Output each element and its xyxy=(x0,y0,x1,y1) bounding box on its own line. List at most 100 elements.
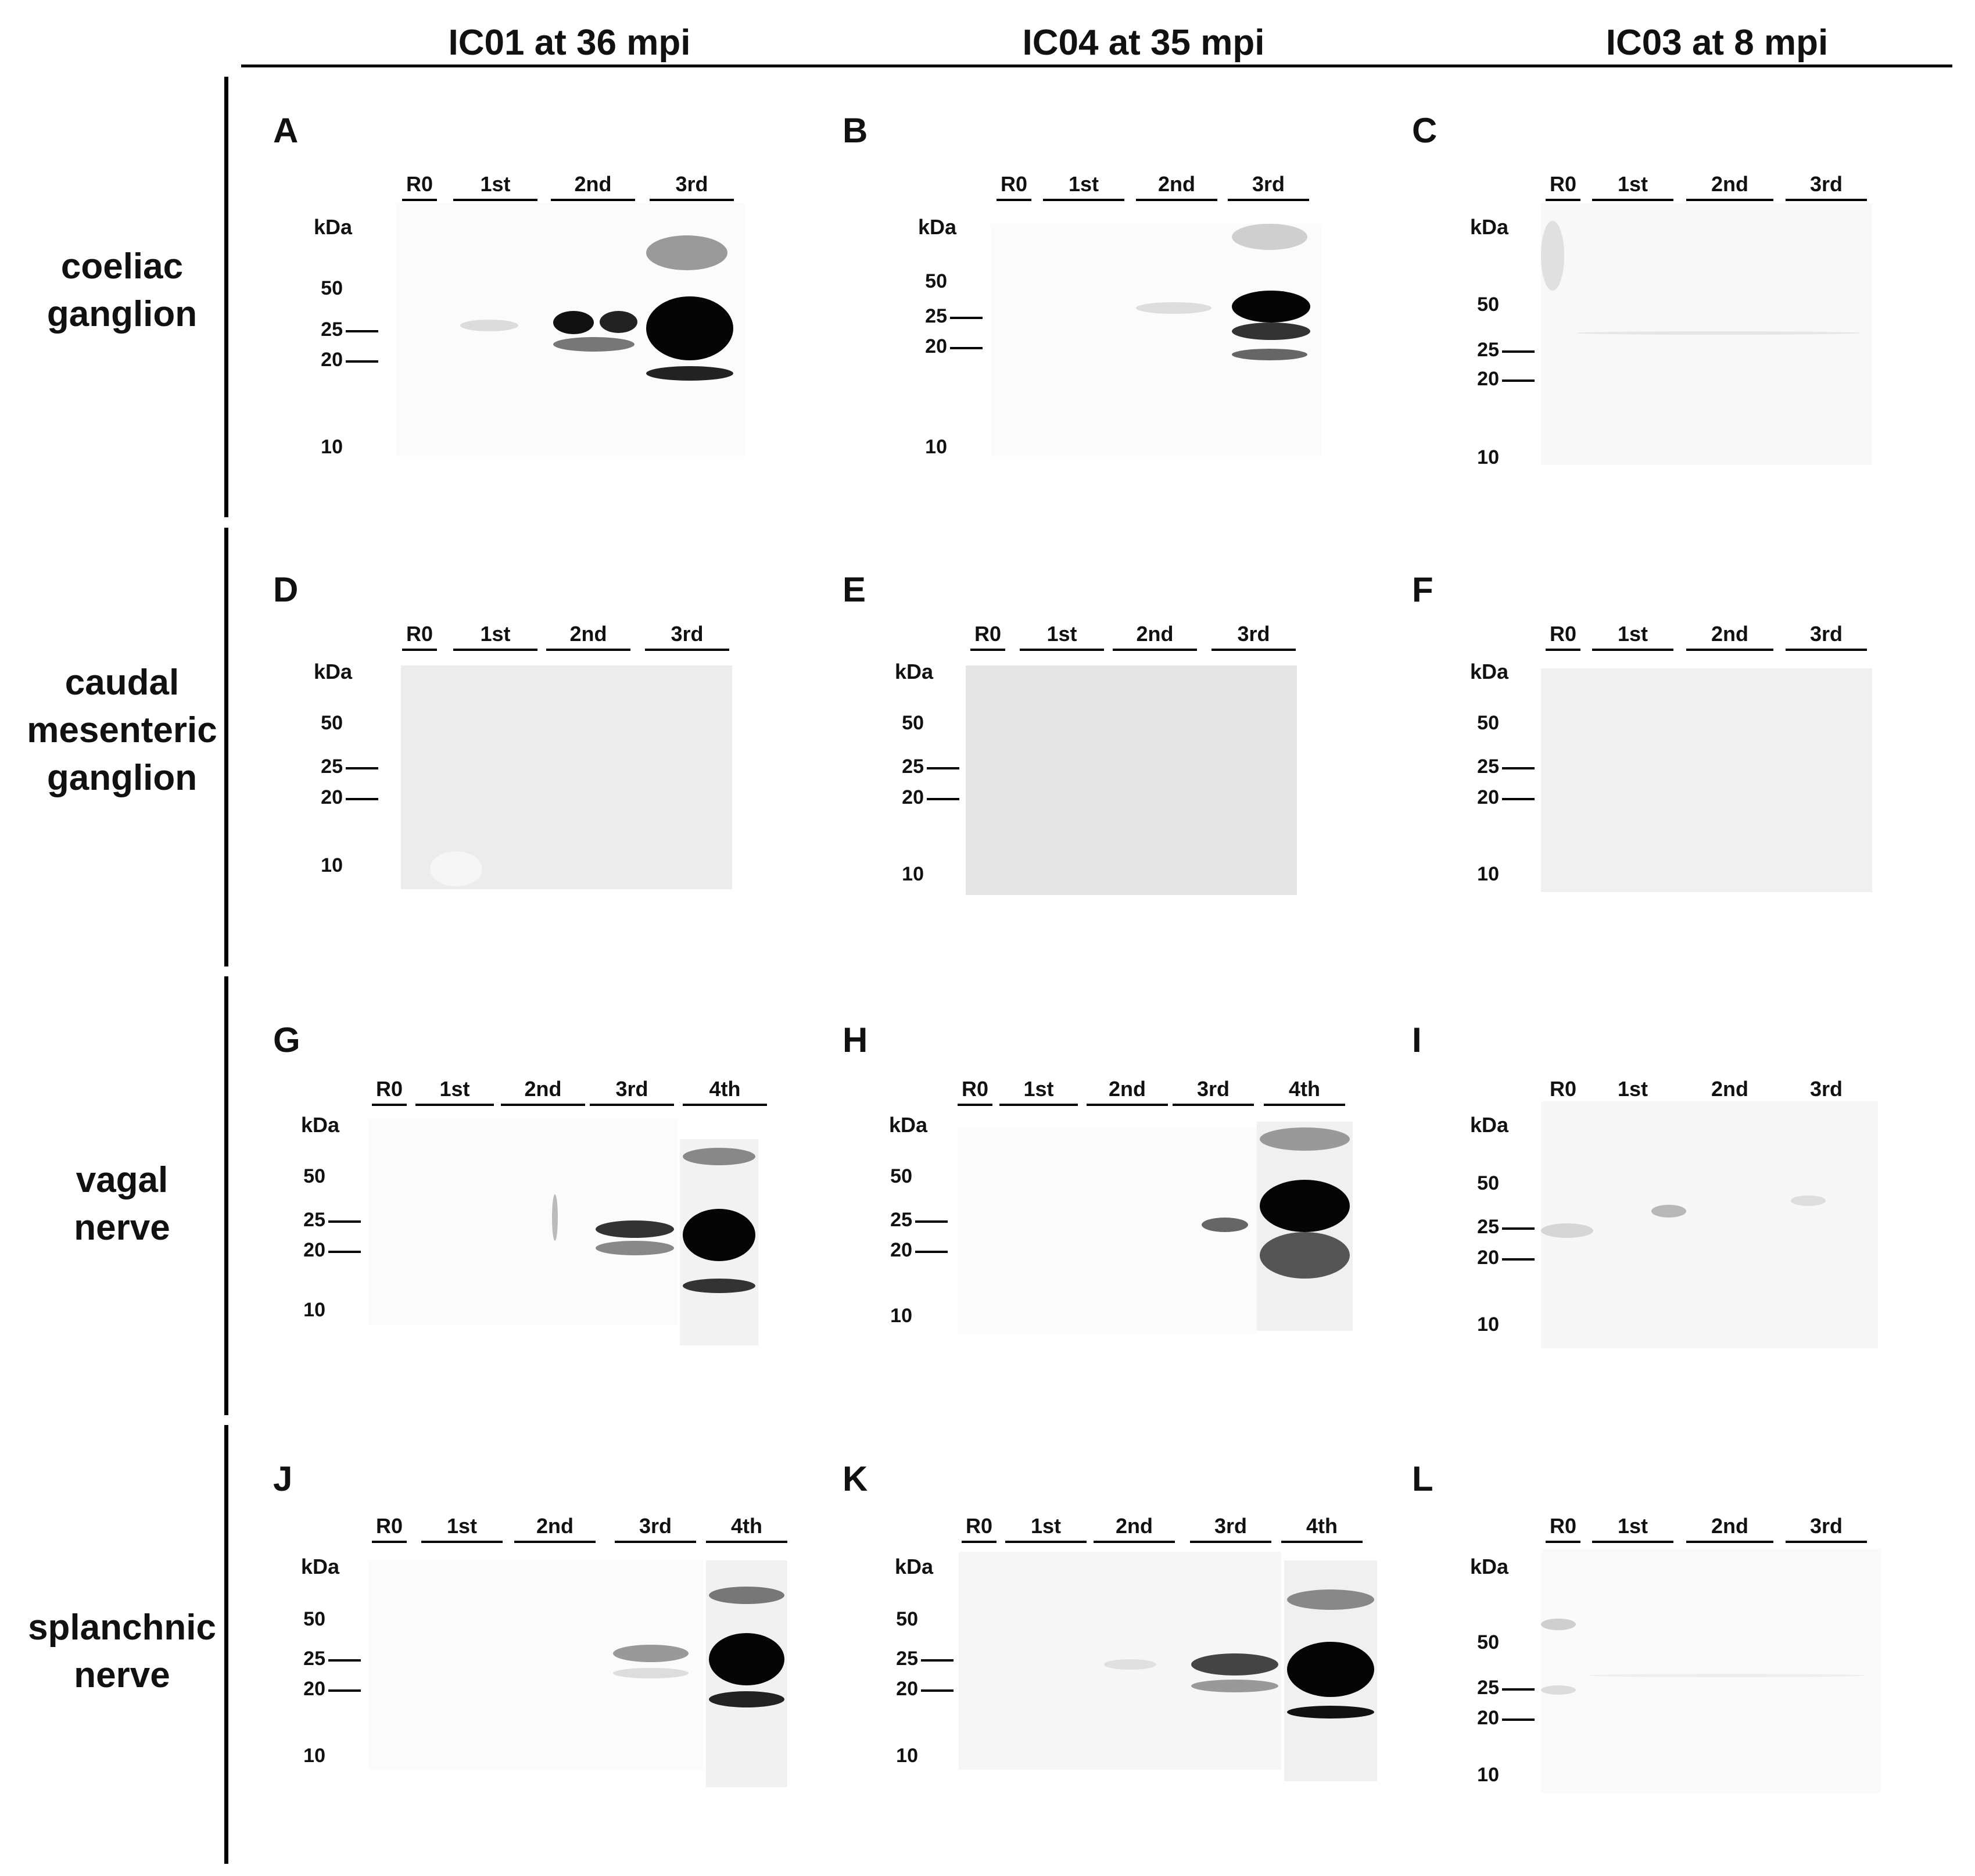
panel-letter: L xyxy=(1412,1459,1433,1499)
blot-membrane xyxy=(1541,1549,1881,1793)
panel-letter: F xyxy=(1412,570,1433,610)
lane-label-1st: 1st xyxy=(1043,172,1124,201)
blot-membrane xyxy=(966,665,1297,895)
band xyxy=(1232,291,1310,323)
lane-label-1st: 1st xyxy=(1592,622,1673,651)
lane-label-4th: 4th xyxy=(1264,1077,1345,1106)
mw-10: 10 xyxy=(877,1745,918,1767)
lane-label-1st: 1st xyxy=(1592,172,1673,201)
band xyxy=(1791,1195,1826,1206)
panel-letter: A xyxy=(273,110,298,151)
band xyxy=(1587,1674,1866,1677)
lane-label-2nd: 2nd xyxy=(1087,1077,1168,1106)
tick-20 xyxy=(921,1689,954,1692)
mw-50: 50 xyxy=(872,1165,912,1188)
band xyxy=(1287,1642,1374,1697)
mw-50: 50 xyxy=(877,1608,918,1631)
tick-25 xyxy=(346,767,378,769)
lane-label-3rd: 3rd xyxy=(1786,172,1867,201)
mw-20: 20 xyxy=(872,1239,912,1262)
kda-label: kDa xyxy=(301,1113,339,1137)
blot-membrane-4th xyxy=(1257,1122,1353,1331)
mw-50: 50 xyxy=(285,1165,325,1188)
tick-20 xyxy=(950,347,983,349)
tick-20 xyxy=(346,360,378,363)
lane-label-4th: 4th xyxy=(1281,1514,1363,1543)
band xyxy=(1104,1659,1156,1670)
column-header-ic04: IC04 at 35 mpi xyxy=(882,22,1405,63)
lane-label-4th: 4th xyxy=(706,1514,787,1543)
blot-membrane xyxy=(396,203,745,456)
lane-label-3rd: 3rd xyxy=(590,1077,674,1106)
band xyxy=(1260,1232,1350,1279)
lane-label-2nd: 2nd xyxy=(546,622,630,651)
kda-label: kDa xyxy=(301,1555,339,1579)
panel-l: L R0 1st 2nd 3rd kDa 50 25 20 10 xyxy=(1412,1459,1975,1854)
mw-25: 25 xyxy=(1458,1677,1499,1699)
mw-10: 10 xyxy=(1458,446,1499,469)
column-header-ic03: IC03 at 8 mpi xyxy=(1456,22,1975,63)
kda-label: kDa xyxy=(918,215,956,239)
mw-50: 50 xyxy=(285,1608,325,1631)
tick-20 xyxy=(328,1689,361,1692)
band xyxy=(1136,302,1211,314)
blot-membrane xyxy=(369,1119,677,1325)
lane-label-2nd: 2nd xyxy=(1686,622,1773,651)
mw-20: 20 xyxy=(883,786,924,809)
blot-membrane xyxy=(1541,668,1872,892)
panel-letter: B xyxy=(843,110,868,151)
band xyxy=(683,1209,755,1261)
mw-20: 20 xyxy=(1458,1707,1499,1730)
tick-20 xyxy=(1502,380,1535,382)
panel-letter: D xyxy=(273,570,298,610)
panel-letter: K xyxy=(843,1459,868,1499)
kda-label: kDa xyxy=(1470,660,1508,684)
mw-25: 25 xyxy=(1458,339,1499,361)
tick-25 xyxy=(921,1659,954,1662)
blot-membrane-4th xyxy=(680,1139,758,1345)
mw-10: 10 xyxy=(1458,1764,1499,1787)
band xyxy=(1202,1218,1248,1232)
lane-label-3rd: 3rd xyxy=(1228,172,1309,201)
band xyxy=(1232,323,1310,340)
kda-label: kDa xyxy=(1470,1555,1508,1579)
band xyxy=(709,1633,784,1685)
mw-25: 25 xyxy=(285,1648,325,1670)
mw-10: 10 xyxy=(872,1305,912,1327)
lane-label-r0: R0 xyxy=(372,1077,407,1106)
mw-25: 25 xyxy=(906,305,947,328)
tick-20 xyxy=(1502,798,1535,800)
mw-20: 20 xyxy=(302,349,343,371)
band xyxy=(613,1645,689,1662)
lane-label-3rd: 3rd xyxy=(615,1514,696,1543)
tick-25 xyxy=(328,1220,361,1223)
lane-label-2nd: 2nd xyxy=(551,172,635,201)
band xyxy=(1541,221,1564,291)
band xyxy=(709,1691,784,1707)
mw-10: 10 xyxy=(1458,1313,1499,1336)
column-header-ic01: IC01 at 36 mpi xyxy=(308,22,831,63)
band xyxy=(596,1220,674,1238)
tick-25 xyxy=(328,1659,361,1662)
tick-25 xyxy=(915,1220,948,1223)
blot-membrane xyxy=(991,224,1322,456)
mw-10: 10 xyxy=(883,863,924,886)
kda-label: kDa xyxy=(895,660,933,684)
kda-label: kDa xyxy=(889,1113,927,1137)
lane-label-3rd: 3rd xyxy=(645,622,729,651)
lane-label-r0: R0 xyxy=(1546,172,1580,201)
panel-e: E R0 1st 2nd 3rd kDa 50 25 20 10 xyxy=(843,570,1424,965)
lane-label-r0: R0 xyxy=(402,622,437,651)
kda-label: kDa xyxy=(314,215,352,239)
tick-20 xyxy=(1502,1719,1535,1721)
tick-25 xyxy=(1502,350,1535,353)
band xyxy=(646,366,733,381)
mw-25: 25 xyxy=(302,318,343,341)
lane-label-1st: 1st xyxy=(1020,622,1104,651)
lane-label-r0: R0 xyxy=(402,172,437,201)
tick-20 xyxy=(927,798,959,800)
mw-50: 50 xyxy=(1458,293,1499,316)
kda-label: kDa xyxy=(1470,215,1508,239)
panel-letter: C xyxy=(1412,110,1437,151)
blot-membrane xyxy=(1541,203,1872,465)
